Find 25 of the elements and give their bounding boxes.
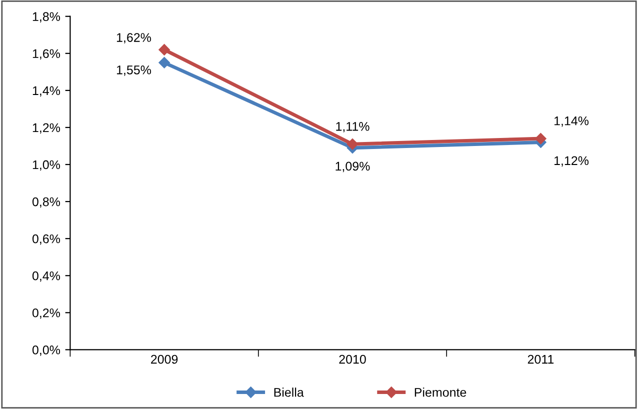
data-label: 1,12%	[554, 156, 589, 167]
x-tick-label: 2009	[151, 354, 178, 364]
point	[535, 132, 546, 144]
x-tick-label: 2010	[339, 354, 366, 364]
y-tick-label: 1,2%	[32, 123, 60, 134]
data-label: 1,11%	[336, 122, 370, 132]
data-label: 1,09%	[336, 162, 370, 172]
y-tick-label: 1,0%	[32, 160, 60, 171]
point	[158, 57, 170, 68]
y-tick-label: 0,6%	[32, 234, 60, 245]
point	[346, 138, 358, 150]
y-tick-label: 0,8%	[32, 197, 60, 208]
data-label: 1,62%	[116, 33, 152, 44]
point	[158, 44, 170, 56]
legend-label: Piemonte	[414, 388, 466, 397]
x-tick-label: 2011	[528, 354, 554, 364]
y-tick-label: 1,8%	[32, 12, 60, 22]
y-tick-label: 0,4%	[32, 271, 60, 282]
y-tick-label: 1,4%	[32, 86, 60, 97]
data-label: 1,14%	[554, 116, 589, 127]
y-tick-label: 0,2%	[32, 308, 60, 319]
legend-label: Biella	[274, 388, 304, 397]
y-tick-label: 0,0%	[32, 345, 60, 356]
data-label: 1,55%	[116, 66, 152, 76]
y-tick-label: 1,6%	[32, 49, 60, 60]
